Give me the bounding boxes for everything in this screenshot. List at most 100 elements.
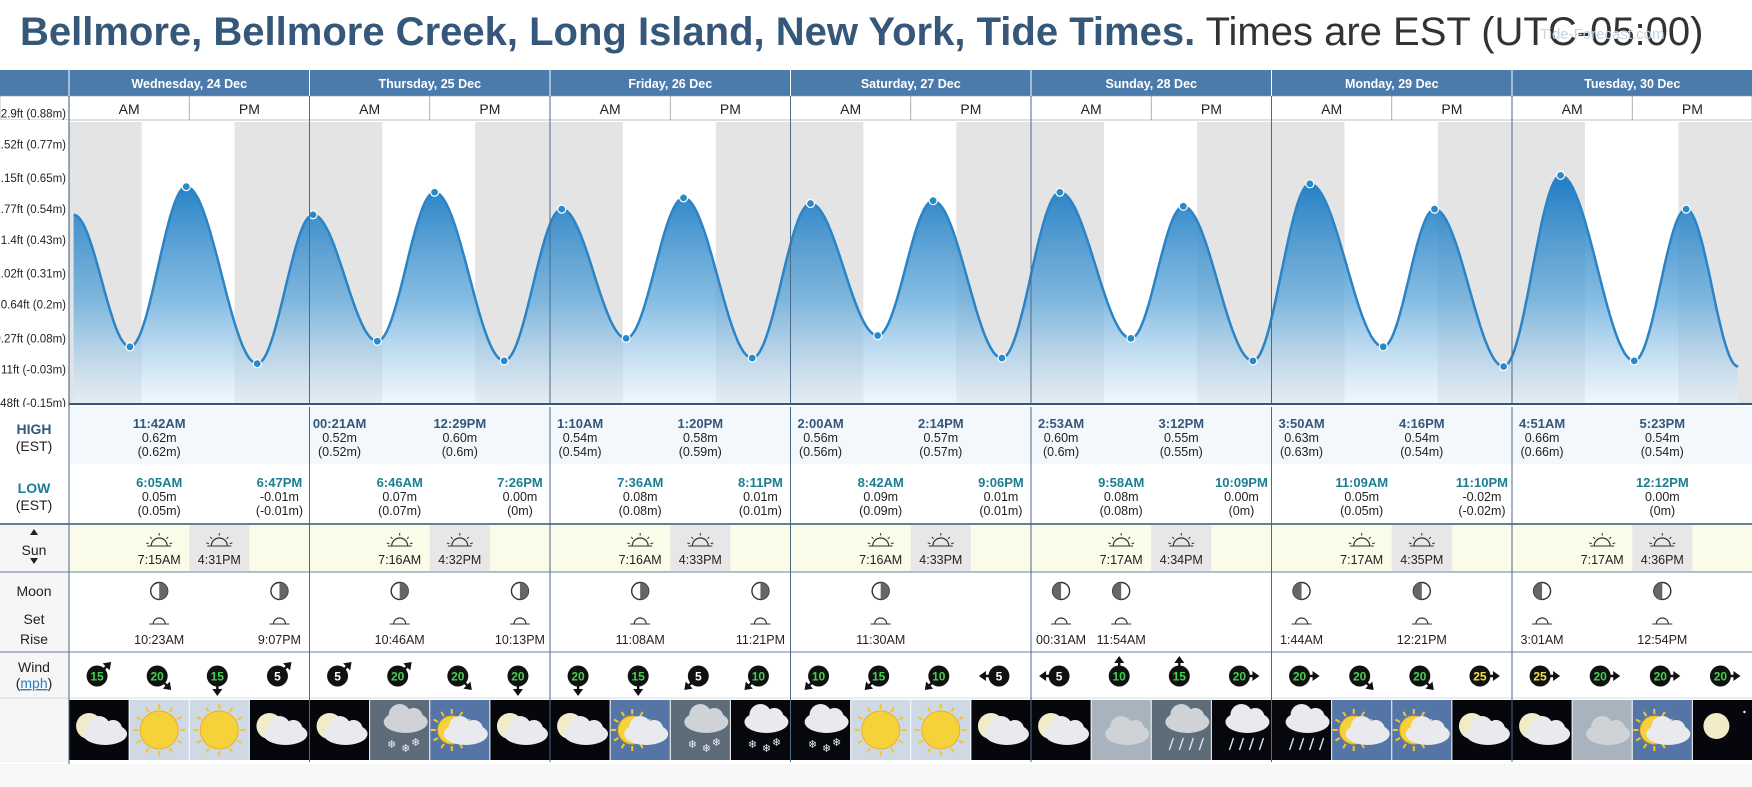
cloud (1486, 720, 1505, 738)
low-tide-point (873, 330, 883, 341)
wind-unit-label: (mph) (16, 675, 53, 691)
moon-set-rise-icon (149, 617, 170, 625)
high-tide-point (1305, 179, 1315, 189)
high-tide-height-paren: (0.6m) (1043, 445, 1079, 459)
raindrop (1198, 737, 1204, 751)
cloud (765, 708, 784, 726)
weather-partly-cloudy-night-icon (550, 700, 610, 760)
high-tide-point (1429, 204, 1440, 214)
sun-time: 7:17AM (1340, 553, 1383, 567)
cloud (1350, 716, 1373, 738)
weather-partly-cloudy-night-icon (1452, 700, 1512, 760)
wind-indicator: 15 (1168, 656, 1190, 687)
wind-circle (1649, 665, 1671, 687)
sun-ray (1402, 711, 1407, 717)
wind-arrow-head (1312, 671, 1320, 681)
sun-ray (898, 739, 904, 744)
am-label: AM (1081, 101, 1102, 117)
high-tide-height: 0.57m (923, 431, 958, 445)
snowflake: ❄ (411, 737, 420, 749)
mph-link[interactable]: mph (20, 675, 47, 691)
wind-arrow-head (1174, 656, 1185, 663)
location-title: Bellmore, Bellmore Creek, Long Island, N… (20, 10, 1196, 54)
sun-ray (707, 536, 710, 540)
high-tide-time: 2:14PM (918, 416, 964, 431)
wind-circle (146, 665, 168, 687)
high-tide-time: 2:53AM (1038, 416, 1084, 431)
low-tide-time: 10:09PM (1215, 475, 1268, 490)
wind-indicator: 20 (1649, 665, 1681, 687)
sun-arc (631, 537, 649, 547)
high-tz-label: (EST) (16, 438, 53, 454)
cloud (1366, 720, 1385, 738)
sun-ray (931, 536, 934, 540)
sun-ray (926, 747, 932, 754)
low-row-bg (69, 464, 1752, 524)
sun-arc (1653, 537, 1671, 547)
wind-speed: 15 (1173, 670, 1187, 684)
high-tide-time: 2:00AM (797, 416, 843, 431)
wind-circle (1709, 665, 1731, 687)
wind-arrow-head (162, 681, 172, 690)
snowflake: ❄ (702, 743, 711, 755)
sunset-icon (687, 533, 714, 547)
moon-time: 10:23AM (134, 633, 184, 647)
sun-ray (1642, 743, 1648, 749)
high-tide-height-paren: (0.52m) (318, 445, 361, 459)
moon-time: 10:13PM (495, 633, 545, 647)
wind-indicator: 5 (327, 662, 352, 687)
sunrise-icon (386, 533, 413, 547)
moon-time: 11:21PM (736, 633, 785, 647)
low-tz-label: (EST) (16, 497, 53, 513)
wind-arrow-head (1252, 671, 1260, 681)
sun-ray (145, 747, 150, 754)
high-tide-time: 3:50AM (1278, 416, 1324, 431)
cloud (104, 720, 123, 738)
sunset-icon (927, 533, 954, 547)
sun-ray (205, 747, 210, 754)
wind-indicator: 10 (1108, 656, 1130, 687)
sun-ray (871, 536, 874, 540)
wind-indicator: 25 (1529, 665, 1561, 687)
weather-sunny-icon (851, 700, 911, 760)
cloud (388, 704, 411, 726)
wind-indicator: 20 (1289, 665, 1320, 687)
moon-set-rise-icon (1532, 617, 1553, 625)
wind-circle (1349, 665, 1371, 687)
moon-set-rise-icon (870, 617, 891, 625)
sunrise-icon (627, 533, 654, 547)
sun-ray (440, 711, 445, 717)
weather-partly-cloudy-night-icon (1512, 700, 1572, 760)
snowflake: ❄ (832, 737, 841, 749)
sun-ray (630, 536, 634, 540)
wind-circle (266, 665, 288, 687)
sun-time: 7:16AM (859, 553, 902, 567)
high-tide-time: 4:51AM (1519, 416, 1565, 431)
moon-arc (1415, 617, 1429, 625)
sun-ray (1335, 737, 1341, 742)
low-tide-point (997, 353, 1007, 363)
sun-arc (1353, 537, 1371, 547)
sun-ray (146, 542, 149, 545)
weather-sunny-icon (129, 700, 189, 760)
weather-partly-cloudy-night-icon (971, 700, 1031, 760)
low-tide-point (372, 336, 382, 346)
sunset-icon (1408, 533, 1435, 547)
low-tide-height-paren: (0.08m) (619, 504, 662, 518)
sun-ray (867, 542, 871, 545)
cloud (1126, 720, 1145, 738)
wind-circle (808, 665, 830, 687)
low-tide-height-paren: (0.07m) (378, 504, 421, 518)
sun-ray (1642, 711, 1648, 717)
sun-disc (139, 710, 179, 750)
sun-ray (1335, 718, 1341, 723)
moon-set-rise-icon (389, 617, 410, 625)
sun-arc (451, 537, 469, 547)
sun-ray (470, 542, 473, 545)
low-tide-point (1378, 342, 1388, 352)
y-tick-label: -0.11ft (-0.03m) (0, 364, 66, 376)
y-tick-label: 1.77ft (0.54m) (0, 204, 66, 216)
sun-time: 7:16AM (378, 553, 421, 567)
high-tide-height-paren: (0.66m) (1521, 445, 1564, 459)
wind-arrow-head (1365, 681, 1374, 690)
